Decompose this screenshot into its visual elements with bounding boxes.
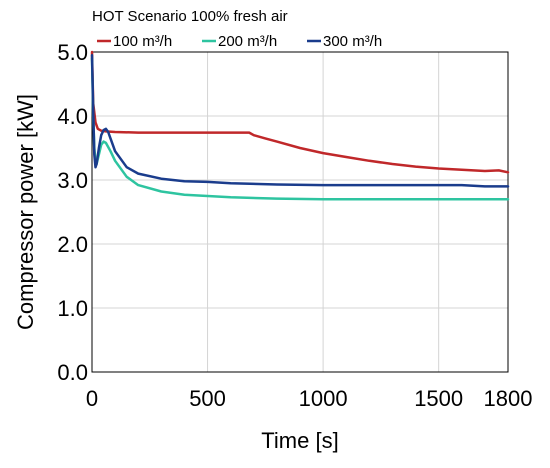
y-tick-label: 2.0 bbox=[57, 232, 88, 257]
y-tick-label: 5.0 bbox=[57, 40, 88, 65]
legend-label-1: 100 m³/h bbox=[113, 33, 172, 50]
x-tick-label: 1800 bbox=[484, 386, 533, 411]
legend: 100 m³/h 200 m³/h 300 m³/h bbox=[97, 33, 382, 50]
x-axis-title: Time [s] bbox=[261, 428, 338, 453]
y-axis-title: Compressor power [kW] bbox=[13, 94, 38, 330]
chart-title: HOT Scenario 100% fresh air bbox=[92, 8, 288, 25]
y-tick-label: 1.0 bbox=[57, 296, 88, 321]
x-axis-tick-labels: 0 500 1000 1500 1800 bbox=[86, 386, 533, 411]
plot-area-frame bbox=[91, 51, 509, 373]
x-tick-label: 0 bbox=[86, 386, 98, 411]
x-tick-label: 1500 bbox=[414, 386, 463, 411]
series-line-3 bbox=[90, 53, 510, 188]
y-tick-label: 4.0 bbox=[57, 104, 88, 129]
y-axis-tick-labels: 0.0 1.0 2.0 3.0 4.0 5.0 bbox=[57, 40, 88, 385]
y-tick-label: 3.0 bbox=[57, 168, 88, 193]
y-tick-label: 0.0 bbox=[57, 360, 88, 385]
x-tick-label: 1000 bbox=[299, 386, 348, 411]
series-layer bbox=[90, 50, 510, 201]
gridlines bbox=[92, 52, 508, 372]
legend-label-2: 200 m³/h bbox=[218, 33, 277, 50]
x-tick-label: 500 bbox=[189, 386, 226, 411]
legend-label-3: 300 m³/h bbox=[323, 33, 382, 50]
